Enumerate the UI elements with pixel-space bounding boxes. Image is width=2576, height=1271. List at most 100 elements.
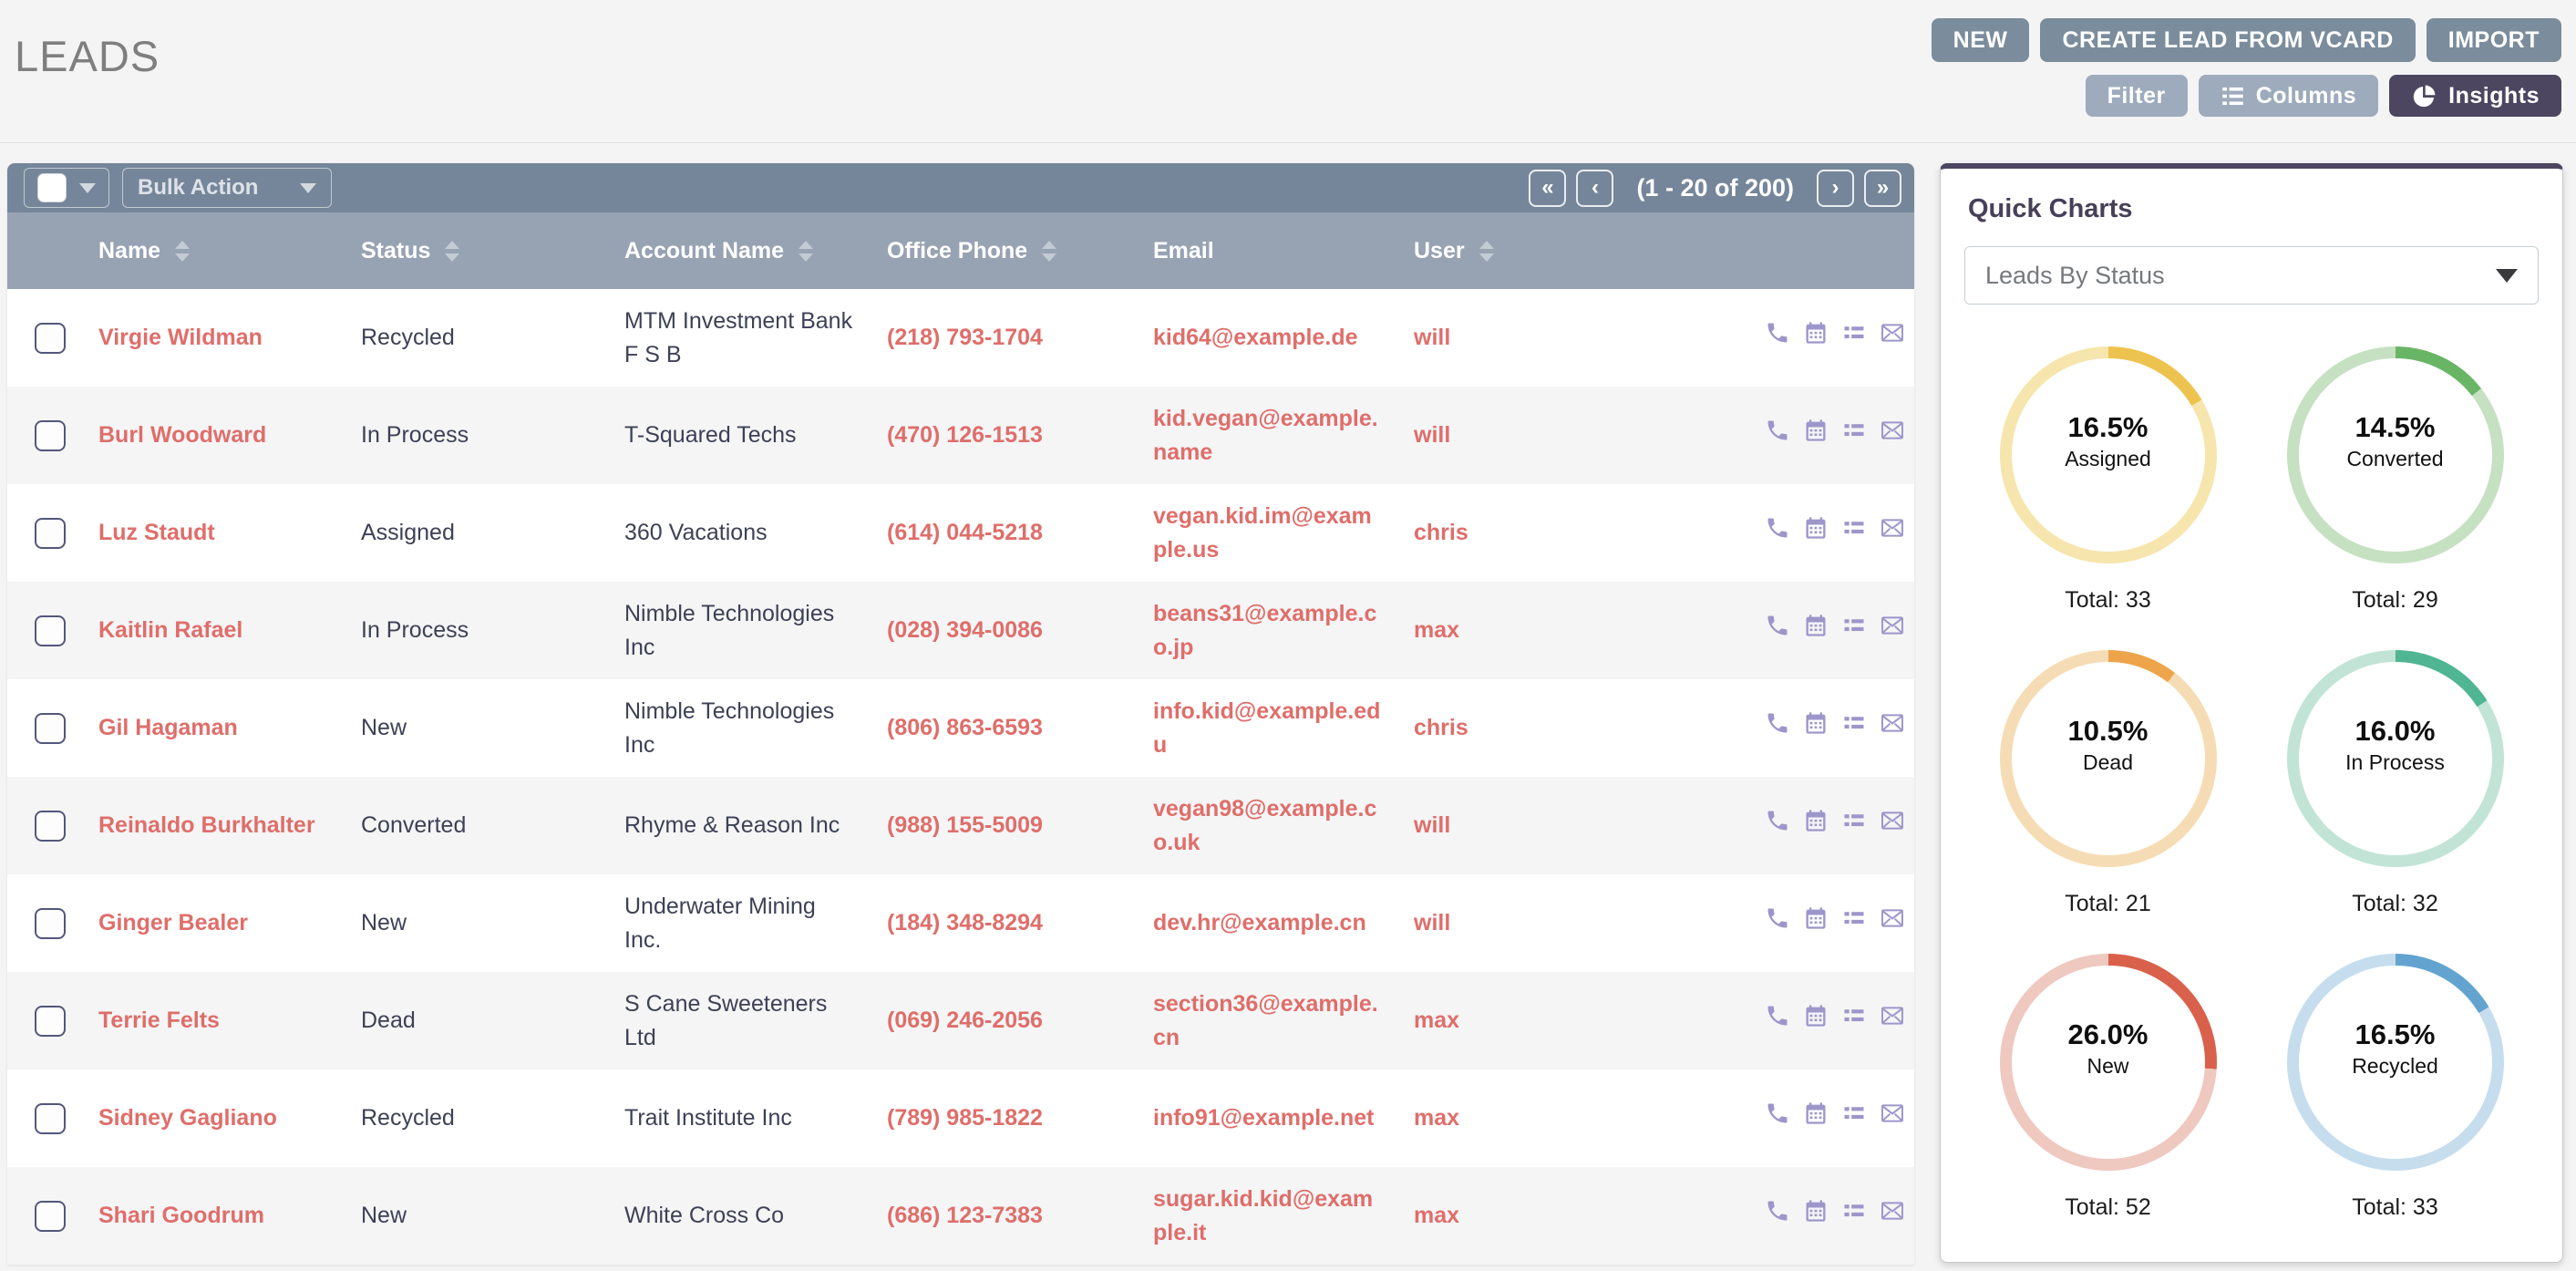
envelope-icon[interactable] (1880, 710, 1905, 746)
next-page-button[interactable]: › (1817, 169, 1854, 207)
calendar-icon[interactable] (1803, 418, 1829, 453)
phone-icon[interactable] (1765, 1003, 1790, 1038)
phone-icon[interactable] (1765, 515, 1790, 551)
lead-user-link[interactable]: will (1414, 910, 1451, 935)
lead-name-link[interactable]: Virgie Wildman (98, 325, 263, 350)
lead-email-link[interactable]: dev.hr@example.cn (1153, 910, 1366, 935)
select-all-checkbox[interactable] (37, 173, 67, 202)
row-checkbox[interactable] (35, 810, 66, 842)
phone-icon[interactable] (1765, 613, 1790, 648)
list-icon[interactable] (1841, 1198, 1867, 1234)
new-button[interactable]: NEW (1931, 18, 2030, 62)
calendar-icon[interactable] (1803, 1003, 1829, 1038)
list-icon[interactable] (1841, 1003, 1867, 1038)
lead-phone-link[interactable]: (988) 155-5009 (887, 812, 1043, 838)
envelope-icon[interactable] (1880, 418, 1905, 453)
chart-type-select[interactable]: Leads By Status (1964, 246, 2539, 305)
lead-email-link[interactable]: vegan98@example.co.uk (1153, 795, 1377, 855)
column-header-user[interactable]: User (1406, 212, 1752, 289)
lead-phone-link[interactable]: (218) 793-1704 (887, 325, 1043, 350)
first-page-button[interactable]: « (1529, 169, 1567, 207)
phone-icon[interactable] (1765, 418, 1790, 453)
list-icon[interactable] (1841, 418, 1867, 453)
lead-name-link[interactable]: Shari Goodrum (98, 1203, 264, 1228)
previous-page-button[interactable]: ‹ (1576, 169, 1614, 207)
lead-email-link[interactable]: kid64@example.de (1153, 325, 1358, 350)
lead-phone-link[interactable]: (069) 246-2056 (887, 1008, 1043, 1033)
list-icon[interactable] (1841, 808, 1867, 843)
lead-email-link[interactable]: info.kid@example.edu (1153, 698, 1381, 758)
row-checkbox[interactable] (35, 712, 66, 744)
lead-phone-link[interactable]: (184) 348-8294 (887, 910, 1043, 935)
bulk-action-dropdown[interactable]: Bulk Action (122, 168, 332, 208)
lead-name-link[interactable]: Reinaldo Burkhalter (98, 812, 315, 838)
lead-email-link[interactable]: info91@example.net (1153, 1105, 1375, 1131)
column-header-name[interactable]: Name (91, 212, 354, 289)
lead-phone-link[interactable]: (470) 126-1513 (887, 422, 1043, 448)
envelope-icon[interactable] (1880, 1100, 1905, 1136)
select-all-group[interactable] (24, 168, 109, 208)
phone-icon[interactable] (1765, 905, 1790, 941)
envelope-icon[interactable] (1880, 1003, 1905, 1038)
lead-user-link[interactable]: max (1414, 617, 1460, 643)
envelope-icon[interactable] (1880, 613, 1905, 648)
lead-phone-link[interactable]: (028) 394-0086 (887, 617, 1043, 643)
sort-arrows-icon[interactable] (445, 240, 460, 262)
calendar-icon[interactable] (1803, 613, 1829, 648)
envelope-icon[interactable] (1880, 905, 1905, 941)
sort-arrows-icon[interactable] (1042, 240, 1057, 262)
lead-email-link[interactable]: section36@example.cn (1153, 990, 1378, 1050)
row-checkbox[interactable] (35, 1200, 66, 1232)
import-button[interactable]: IMPORT (2426, 18, 2561, 62)
columns-button[interactable]: Columns (2198, 75, 2379, 117)
lead-user-link[interactable]: chris (1414, 520, 1468, 545)
row-checkbox[interactable] (35, 419, 66, 451)
lead-phone-link[interactable]: (686) 123-7383 (887, 1203, 1043, 1228)
phone-icon[interactable] (1765, 710, 1790, 746)
lead-email-link[interactable]: kid.vegan@example.name (1153, 405, 1378, 465)
list-icon[interactable] (1841, 320, 1867, 356)
lead-phone-link[interactable]: (789) 985-1822 (887, 1105, 1043, 1131)
calendar-icon[interactable] (1803, 1100, 1829, 1136)
column-header-office-phone[interactable]: Office Phone (880, 212, 1146, 289)
calendar-icon[interactable] (1803, 905, 1829, 941)
row-checkbox[interactable] (35, 322, 66, 354)
list-icon[interactable] (1841, 1100, 1867, 1136)
lead-phone-link[interactable]: (614) 044-5218 (887, 520, 1043, 545)
phone-icon[interactable] (1765, 1100, 1790, 1136)
lead-name-link[interactable]: Burl Woodward (98, 422, 267, 448)
lead-user-link[interactable]: max (1414, 1008, 1460, 1033)
column-header-account-name[interactable]: Account Name (617, 212, 880, 289)
lead-email-link[interactable]: beans31@example.co.jp (1153, 600, 1377, 660)
calendar-icon[interactable] (1803, 515, 1829, 551)
lead-name-link[interactable]: Ginger Bealer (98, 910, 248, 935)
calendar-icon[interactable] (1803, 808, 1829, 843)
lead-user-link[interactable]: will (1414, 325, 1451, 350)
envelope-icon[interactable] (1880, 515, 1905, 551)
lead-name-link[interactable]: Terrie Felts (98, 1008, 220, 1033)
sort-arrows-icon[interactable] (799, 240, 814, 262)
row-checkbox[interactable] (35, 1005, 66, 1037)
envelope-icon[interactable] (1880, 1198, 1905, 1234)
column-header-status[interactable]: Status (354, 212, 617, 289)
sort-arrows-icon[interactable] (175, 240, 191, 262)
row-checkbox[interactable] (35, 1102, 66, 1134)
chevron-down-icon[interactable] (79, 182, 96, 193)
phone-icon[interactable] (1765, 808, 1790, 843)
calendar-icon[interactable] (1803, 1198, 1829, 1234)
lead-user-link[interactable]: will (1414, 422, 1451, 448)
lead-name-link[interactable]: Kaitlin Rafael (98, 617, 243, 643)
row-checkbox[interactable] (35, 907, 66, 939)
insights-button[interactable]: Insights (2389, 75, 2561, 117)
calendar-icon[interactable] (1803, 320, 1829, 356)
list-icon[interactable] (1841, 710, 1867, 746)
envelope-icon[interactable] (1880, 320, 1905, 356)
calendar-icon[interactable] (1803, 710, 1829, 746)
phone-icon[interactable] (1765, 320, 1790, 356)
last-page-button[interactable]: » (1864, 169, 1901, 207)
lead-user-link[interactable]: chris (1414, 715, 1468, 740)
row-checkbox[interactable] (35, 615, 66, 646)
list-icon[interactable] (1841, 515, 1867, 551)
lead-email-link[interactable]: vegan.kid.im@example.us (1153, 502, 1372, 563)
lead-user-link[interactable]: max (1414, 1105, 1460, 1131)
